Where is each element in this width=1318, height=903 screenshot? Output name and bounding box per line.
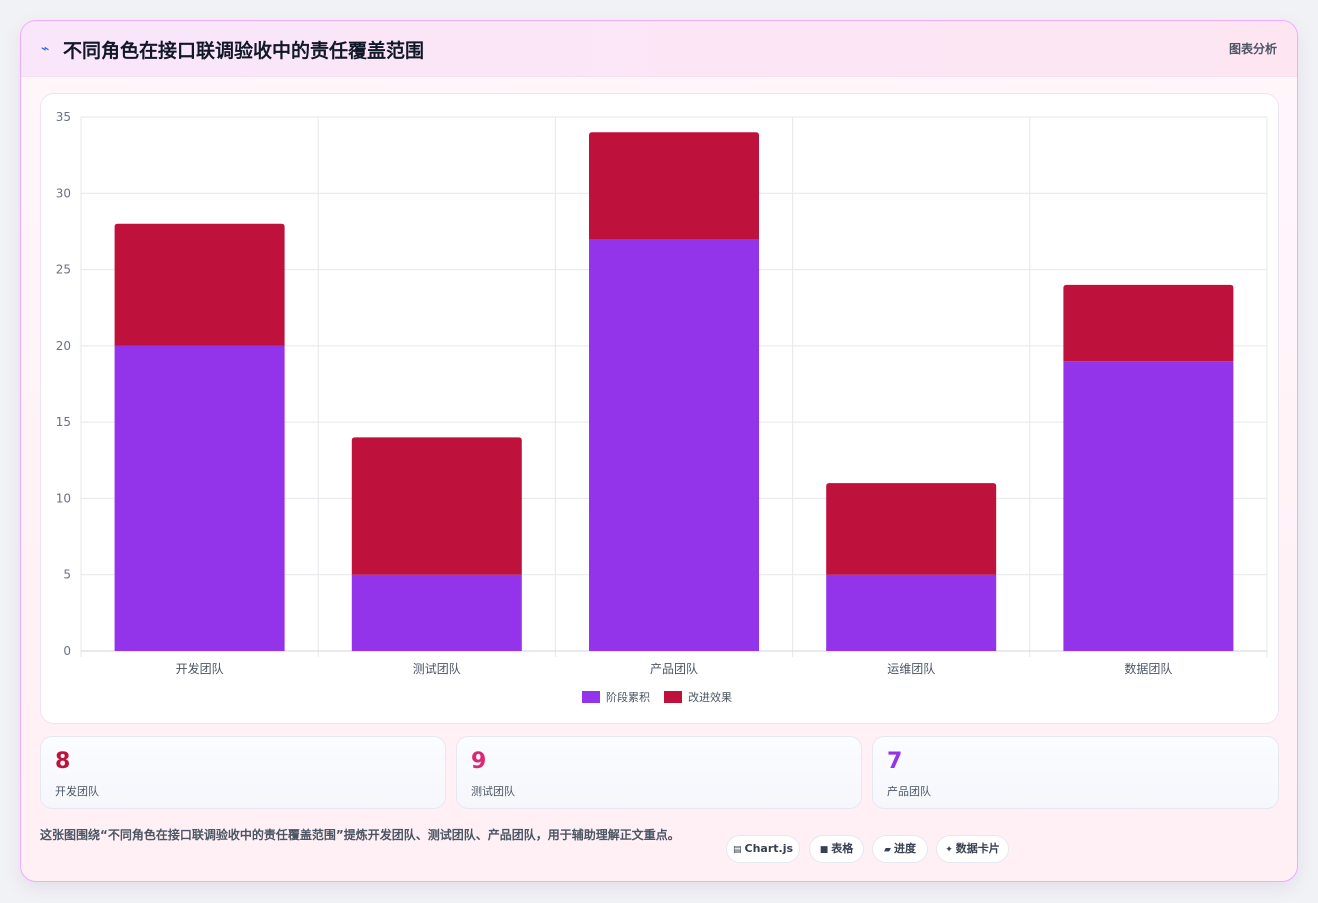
chip-data-card: ✦ 数据卡片 [936, 835, 1009, 863]
table-icon: ■ [819, 845, 829, 855]
stat-label: 产品团队 [887, 785, 931, 798]
bar-segment [826, 574, 997, 651]
sparkle-icon: ✦ [945, 845, 953, 855]
x-tick-label: 数据团队 [1124, 661, 1172, 676]
bar-segment [351, 574, 522, 651]
stat-card-2: 7 产品团队 [872, 736, 1279, 809]
chip-label: 进度 [893, 842, 916, 855]
chip-label: 数据卡片 [955, 842, 1000, 855]
stat-label: 开发团队 [55, 785, 99, 798]
x-tick-label: 运维团队 [887, 661, 935, 676]
chip-table: ■ 表格 [809, 835, 864, 863]
stat-value: 9 [471, 749, 487, 774]
y-tick-label: 30 [56, 186, 71, 200]
chart-panel: 0 5 10 15 20 25 30 35 开发团队 测试团队 产品团队 运维团队 数据团队阶段累积 改进… [40, 93, 1279, 724]
page-title: 不同角色在接口联调验收中的责任覆盖范围 [63, 40, 425, 62]
chart-card: ⌁ 不同角色在接口联调验收中的责任覆盖范围 图表分析 0 5 10 15 20 25 30 3… [20, 20, 1298, 882]
bar-segment [826, 483, 997, 575]
chart-line-icon: ⌁ [41, 41, 50, 57]
bar-segment [114, 345, 285, 651]
chip-label: Chart.js [744, 842, 794, 855]
stat-value: 8 [55, 749, 71, 774]
chip-label: 表格 [831, 842, 854, 855]
bar-segment [351, 437, 522, 575]
bar-segment [589, 239, 759, 652]
bar-segment [114, 223, 285, 346]
y-tick-label: 35 [56, 110, 71, 124]
y-tick-label: 0 [63, 644, 71, 658]
bar-segment [1063, 361, 1234, 651]
stat-card-0: 8 开发团队 [40, 736, 446, 809]
x-tick-label: 产品团队 [650, 661, 698, 676]
y-tick-label: 10 [56, 491, 71, 505]
stat-card-1: 9 测试团队 [456, 736, 862, 809]
stat-label: 测试团队 [471, 785, 515, 798]
legend-label: 改进效果 [688, 690, 732, 704]
legend-label: 阶段累积 [606, 690, 650, 704]
chip-chartjs: ▤ Chart.js [726, 835, 800, 863]
stat-cards: 8 开发团队 9 测试团队 7 产品团队 [40, 736, 1279, 809]
legend-swatch [582, 691, 600, 703]
x-tick-label: 开发团队 [176, 661, 224, 676]
y-tick-label: 15 [56, 415, 71, 429]
progress-icon: ▰ [884, 845, 891, 855]
stat-value: 7 [887, 749, 903, 774]
y-tick-label: 25 [56, 263, 71, 277]
chip-progress: ▰ 进度 [872, 835, 928, 863]
y-tick-label: 5 [63, 568, 71, 582]
card-header: ⌁ 不同角色在接口联调验收中的责任覆盖范围 图表分析 [21, 21, 1297, 77]
x-tick-label: 测试团队 [413, 661, 461, 676]
bar-segment [1063, 284, 1234, 362]
chart-icon: ▤ [732, 845, 742, 855]
y-tick-label: 20 [56, 339, 71, 353]
bar-segment [589, 132, 759, 240]
chart-note: 这张图围绕“不同角色在接口联调验收中的责任覆盖范围”提炼开发团队、测试团队、产品… [40, 828, 680, 842]
legend-swatch [664, 691, 682, 703]
header-tag: 图表分析 [1228, 42, 1277, 56]
